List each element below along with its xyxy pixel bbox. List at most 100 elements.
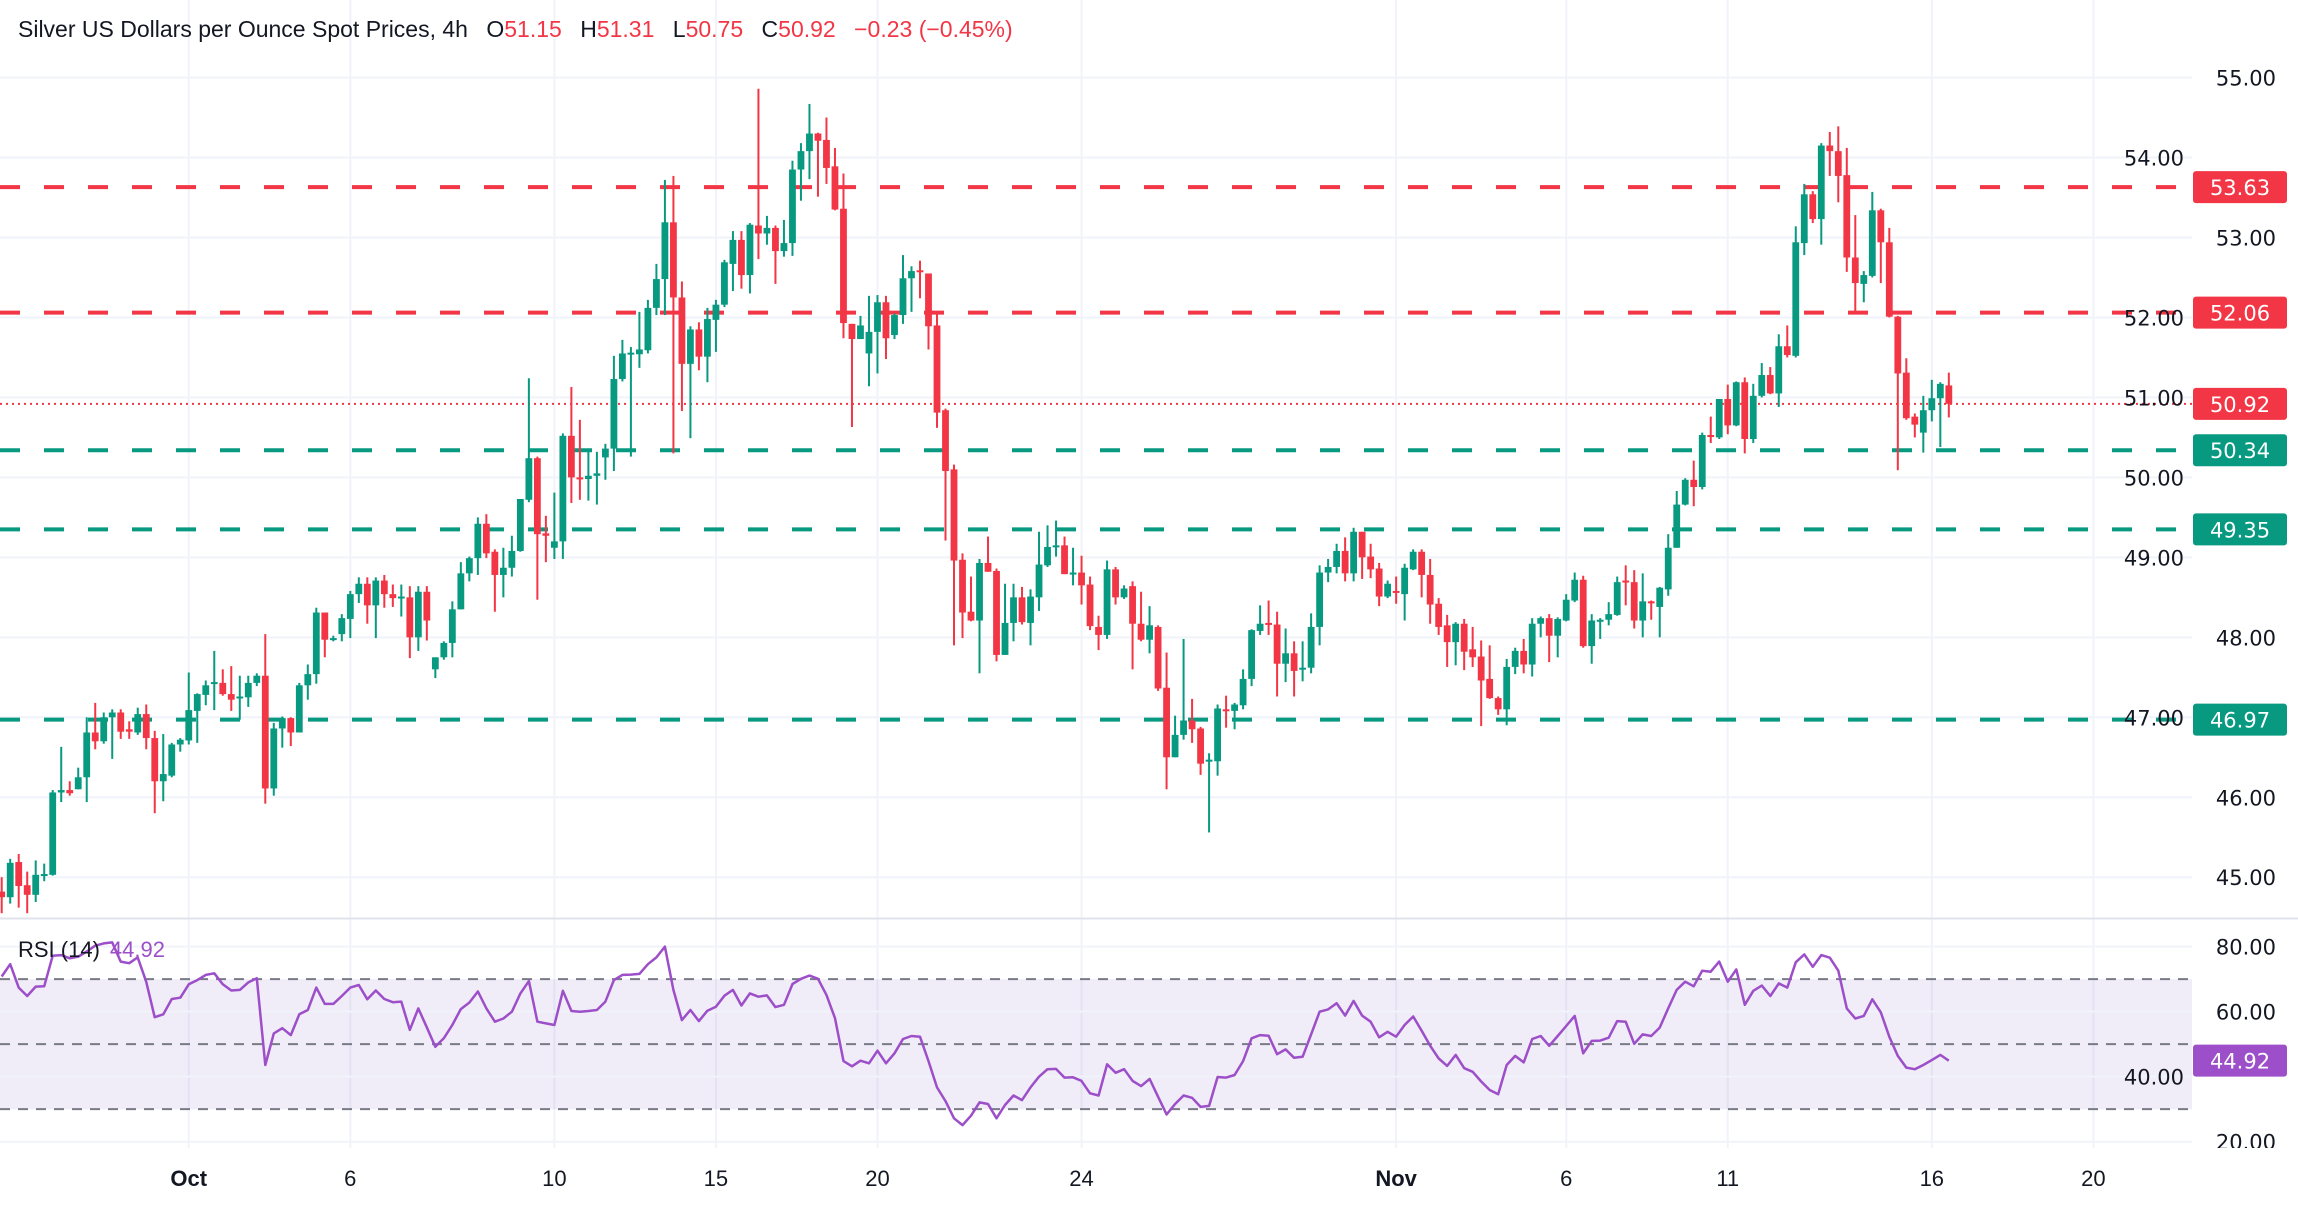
candle-up — [1231, 702, 1238, 730]
candle-down — [1154, 625, 1162, 691]
candle-down — [576, 419, 584, 500]
candle-body — [474, 523, 482, 559]
candle-body — [857, 325, 864, 340]
candle-body — [1520, 650, 1528, 665]
price-axis[interactable]: 45.00 46.00 47.00 48.00 49.00 50.00 51.00 52.00… — [2124, 67, 2276, 891]
candle-up — [1511, 647, 1519, 675]
candle-up — [304, 664, 312, 700]
candle-wick — [1709, 416, 1712, 444]
candle-down — [1112, 566, 1119, 605]
candle-wick — [987, 536, 990, 572]
candle-body — [610, 379, 618, 449]
symbol-title[interactable]: Silver US Dollars per Ounce Spot Prices,… — [18, 16, 468, 42]
candle-up — [1180, 638, 1187, 740]
candle-up — [1919, 395, 1927, 453]
candle-up — [440, 641, 448, 660]
candle-wick — [782, 219, 785, 257]
candle-body — [814, 133, 822, 141]
candle-body — [1197, 728, 1204, 764]
candle-body — [508, 550, 516, 568]
time-axis-label: Nov — [1375, 1166, 1417, 1191]
candle-body — [1579, 579, 1587, 647]
rsi-axis-label: 60.00 — [2216, 1001, 2276, 1025]
candle-up — [1205, 753, 1213, 833]
candle-up — [312, 607, 320, 684]
candle-down — [91, 702, 99, 750]
rsi-axis[interactable]: 80.00 60.00 40.00 20.00 — [2124, 936, 2276, 1155]
rsi-legend[interactable]: RSI (14) 44.92 — [18, 937, 165, 963]
candle-up — [550, 492, 558, 559]
candle-wick — [578, 419, 581, 500]
candle-down — [1902, 358, 1910, 420]
candle-body — [661, 222, 669, 280]
candle-up — [457, 562, 465, 610]
candle-body — [1809, 194, 1817, 220]
candle-wick — [799, 143, 802, 201]
candle-down — [1367, 543, 1375, 579]
candle-down — [1061, 536, 1068, 575]
candle-body — [704, 319, 711, 357]
candle-body — [261, 675, 269, 789]
candle-wick — [553, 492, 556, 559]
candle-up — [100, 712, 108, 744]
candle-body — [1231, 704, 1238, 711]
rsi-value: 44.92 — [109, 937, 165, 962]
candle-wick — [689, 326, 692, 439]
open-label: O — [486, 16, 505, 42]
candle-body — [125, 729, 133, 732]
candle-body — [806, 133, 813, 152]
candle-body — [729, 239, 737, 264]
candle-body — [1358, 531, 1366, 558]
candle-body — [789, 169, 796, 244]
candle-down — [1809, 191, 1817, 224]
candle-body — [1103, 569, 1111, 635]
candle-down — [967, 576, 975, 622]
candle-body — [1010, 597, 1017, 623]
candle-up — [1350, 527, 1358, 582]
candle-up — [593, 451, 601, 505]
candle-body — [414, 591, 422, 638]
candle-up — [474, 517, 482, 575]
candle-body — [1341, 550, 1349, 574]
candle-down — [1834, 126, 1842, 203]
candle-wick — [493, 549, 496, 612]
candle-down — [1290, 641, 1298, 697]
candle-body — [1307, 626, 1315, 668]
candle-down — [1622, 565, 1630, 606]
candle-down — [916, 260, 924, 299]
candle-body — [942, 410, 949, 471]
level-price-tag-bg — [2193, 296, 2287, 329]
candle-up — [168, 742, 176, 778]
level-price-tag-bg — [2193, 513, 2287, 546]
candle-up — [270, 722, 278, 796]
candle-body — [1673, 504, 1681, 548]
candle-down — [1018, 586, 1026, 625]
candle-body — [840, 208, 847, 324]
candle-body — [1001, 622, 1009, 655]
candle-up — [338, 614, 346, 642]
candle-up — [1596, 618, 1604, 639]
candle-up — [1409, 549, 1417, 571]
candle-body — [1936, 383, 1944, 399]
candle-body — [74, 777, 82, 790]
candle-up — [1120, 585, 1128, 599]
candle-body — [440, 642, 448, 658]
candle-body — [831, 166, 839, 210]
candle-up — [1256, 605, 1264, 635]
candle-up — [976, 558, 983, 674]
candle-up — [1401, 563, 1409, 621]
candle-body — [1112, 569, 1119, 598]
time-axis-label: 6 — [344, 1166, 356, 1191]
candle-body — [1800, 194, 1808, 244]
candle-body — [1758, 375, 1766, 396]
candle-up — [1214, 704, 1221, 776]
candle-wick — [1480, 640, 1483, 727]
candle-down — [1273, 611, 1281, 697]
candle-body — [1681, 479, 1689, 505]
candle-body — [933, 325, 941, 413]
candle-body — [1052, 545, 1060, 548]
time-axis[interactable]: Oct 6 10 15 20 24 Nov 6 11 16 20 — [170, 1166, 2105, 1191]
candle-body — [1027, 596, 1034, 623]
level-price-tag: 46.97 — [2210, 709, 2270, 733]
